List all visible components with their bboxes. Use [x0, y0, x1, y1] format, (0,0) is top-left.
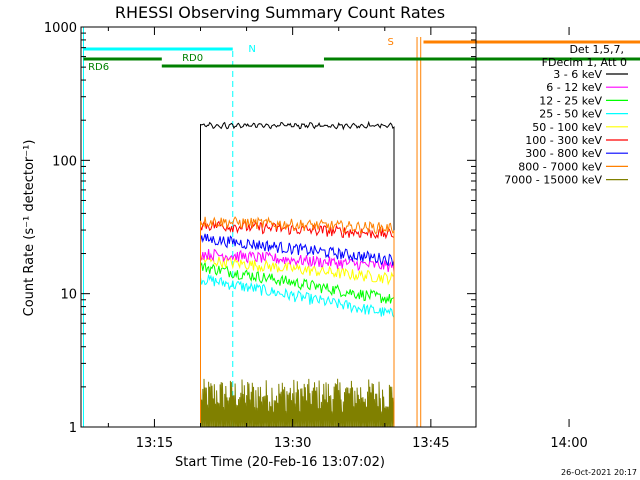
series-50-100-keV	[200, 254, 395, 427]
y-tick-label: 100	[52, 154, 77, 169]
series-trace	[200, 120, 395, 427]
event-bands	[82, 27, 422, 427]
x-tick-label: 13:30	[274, 436, 311, 451]
legend-label: 25 - 50 keV	[539, 108, 602, 121]
series-trace	[200, 248, 395, 427]
series-7000-15000-keV	[200, 378, 395, 428]
series-trace	[200, 233, 395, 427]
footer-timestamp: 26-Oct-2021 20:17	[561, 468, 637, 477]
legend-label: 12 - 25 keV	[539, 94, 602, 107]
legend-label: 100 - 300 keV	[525, 134, 602, 147]
legend-label: 3 - 6 keV	[553, 68, 602, 81]
chart-title: RHESSI Observing Summary Count Rates	[115, 3, 445, 22]
legend-label: 800 - 7000 keV	[518, 160, 602, 173]
series-trace	[200, 274, 395, 427]
legend-label: 50 - 100 keV	[532, 121, 602, 134]
night-flag-label: N	[248, 44, 255, 55]
axis-ticks: 13:1513:3013:4514:0014:1514:3014:4511010…	[44, 21, 588, 451]
series-trace	[200, 216, 395, 427]
series-trace	[200, 220, 395, 427]
decimation-flag-label: RD6	[88, 62, 109, 73]
series-6-12-keV	[200, 248, 395, 427]
x-tick-label: 13:45	[412, 436, 449, 451]
series-800-7000-keV	[200, 216, 395, 427]
legend-label: 300 - 800 keV	[525, 147, 602, 160]
legend-header-2: FDecim 1, Att 0	[542, 56, 627, 69]
y-tick-label: 1	[69, 421, 77, 436]
series-100-300-keV	[200, 220, 395, 427]
y-tick-label: 10	[60, 288, 77, 303]
saa-flag-label: S	[388, 37, 394, 48]
x-tick-label: 13:15	[136, 436, 173, 451]
series-trace	[200, 254, 395, 427]
legend-label: 7000 - 15000 keV	[504, 174, 602, 187]
series-3-6-keV	[200, 120, 395, 427]
series-layer	[200, 120, 395, 428]
series-trace	[200, 378, 395, 428]
x-axis-label: Start Time (20-Feb-16 13:07:02)	[175, 455, 385, 470]
flag-bars: N S RD0 RD6	[83, 37, 640, 73]
y-tick-label: 1000	[44, 21, 77, 36]
series-300-800-keV	[200, 233, 395, 427]
series-trace	[200, 261, 395, 427]
legend-label: 6 - 12 keV	[546, 81, 602, 94]
plot-frame	[80, 26, 477, 428]
legend-header-1: Det 1,5,7,	[569, 43, 624, 56]
decimation-flag-label: RD0	[182, 53, 203, 64]
y-axis-label: Count Rate (s⁻¹ detector⁻¹)	[22, 140, 37, 317]
series-12-25-keV	[200, 261, 395, 427]
series-25-50-keV	[200, 274, 395, 427]
x-tick-label: 14:00	[550, 436, 587, 451]
